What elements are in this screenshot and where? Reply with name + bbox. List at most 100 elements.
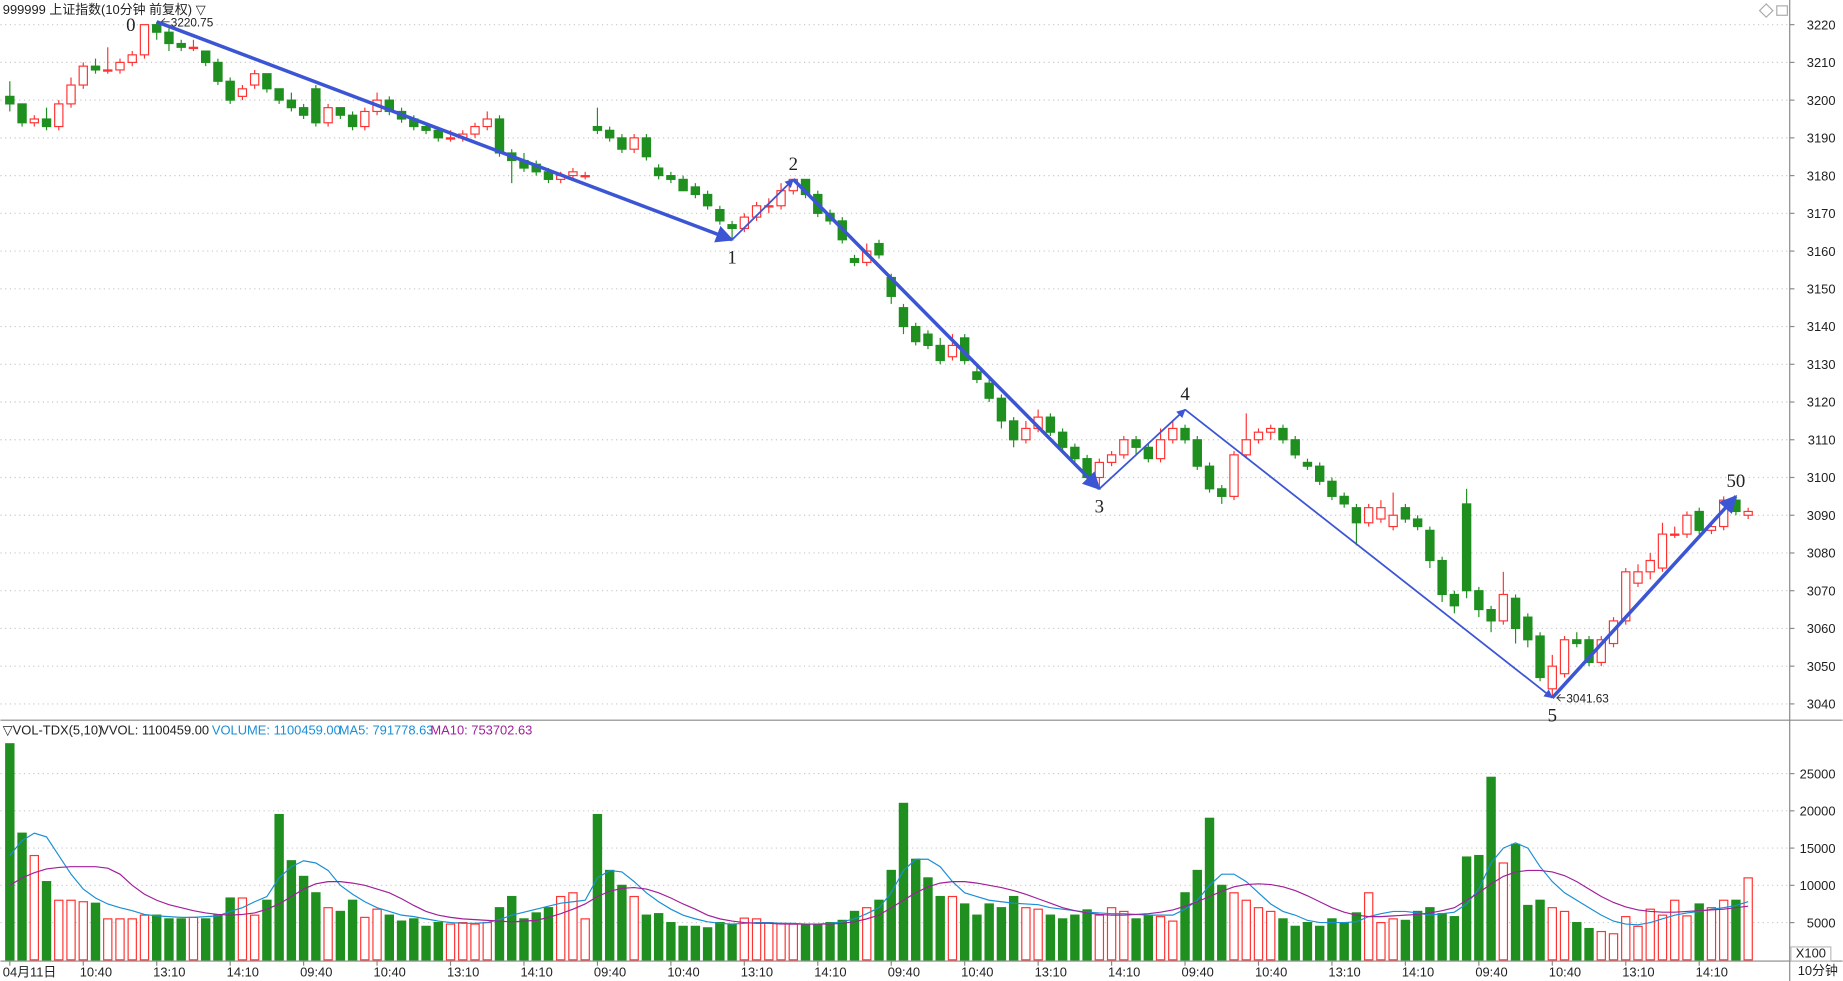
chart-title: 999999 上证指数(10分钟 前复权) ▽ <box>3 2 206 17</box>
volume-bar <box>17 832 27 961</box>
candle-body <box>1694 510 1704 531</box>
y-tick-label: 3150 <box>1807 282 1836 297</box>
volume-bar <box>947 895 958 961</box>
candle-body <box>690 186 701 196</box>
candle-body <box>1633 571 1643 584</box>
volume-bar <box>1621 916 1631 961</box>
y-tick-label: 3100 <box>1807 470 1836 485</box>
x-tick-label: 10:40 <box>374 964 406 979</box>
volume-bar <box>690 925 701 961</box>
candle-body <box>323 107 333 124</box>
volume-bar <box>494 907 505 961</box>
y-tick-label: 3090 <box>1807 508 1836 523</box>
x-tick-label: 14:10 <box>520 964 552 979</box>
candle-body <box>335 107 346 116</box>
volume-bar <box>1094 914 1105 961</box>
volume-bar <box>470 923 480 961</box>
volume-bar <box>666 922 676 961</box>
x-tick-label: 10:40 <box>1549 964 1581 979</box>
candle-body <box>666 175 676 180</box>
volume-bar <box>1351 912 1362 961</box>
volume-bar <box>1327 918 1337 961</box>
y-tick-label: 3210 <box>1807 55 1836 70</box>
volume-bar <box>1645 908 1655 961</box>
candle-body <box>347 114 358 128</box>
candle-body <box>1461 503 1472 592</box>
wave-line <box>1098 408 1186 490</box>
candle-body <box>1266 427 1276 433</box>
volume-bar <box>1229 892 1239 961</box>
candle-body <box>1559 639 1570 675</box>
wave-label: 50 <box>1727 471 1746 492</box>
low-label: 3041.63 <box>1566 692 1609 705</box>
candle-body <box>1682 514 1692 535</box>
x-tick-label: 10:40 <box>667 964 699 979</box>
candle-body <box>66 84 76 105</box>
volume-bar <box>849 910 860 961</box>
candle-body <box>1449 593 1460 607</box>
candle-body <box>1486 608 1496 622</box>
window-icon[interactable] <box>1776 5 1788 16</box>
volume-bar <box>1498 862 1509 961</box>
x-tick-label: 14:10 <box>1696 964 1728 979</box>
volume-bar <box>1486 776 1496 961</box>
candle-body <box>5 95 15 105</box>
candle-body <box>874 242 884 256</box>
volume-bar <box>1070 914 1080 961</box>
volume-bar <box>1731 899 1741 961</box>
volume-bar <box>911 858 921 961</box>
y-tick-label: 20000 <box>1800 804 1836 819</box>
volume-bar <box>1278 918 1288 961</box>
volume-bar <box>298 875 309 961</box>
volume-bar <box>200 918 211 961</box>
wave-label: 2 <box>789 154 798 175</box>
candle-body <box>715 208 725 222</box>
volume-bar <box>1559 910 1570 961</box>
candle-body <box>249 73 260 86</box>
candle-body <box>41 118 52 128</box>
volume-bar <box>1021 907 1031 961</box>
candle-body <box>1155 439 1166 460</box>
ma10-line <box>9 866 1749 925</box>
volume-bar <box>482 922 492 961</box>
volume-bar <box>923 877 933 961</box>
candle-body <box>90 65 101 71</box>
volume-unit: X100 <box>1796 946 1826 961</box>
y-tick-label: 3140 <box>1807 319 1836 334</box>
volume-bar <box>568 892 578 961</box>
volume-bar <box>727 923 737 961</box>
x-tick-label: 10:40 <box>80 964 112 979</box>
vvol-text: VVOL: 1100459.00 <box>100 722 209 737</box>
candle-body <box>996 397 1007 422</box>
volume-bar <box>1339 922 1349 961</box>
volume-bar <box>335 910 346 961</box>
y-tick-label: 3220 <box>1807 17 1836 32</box>
candle-body <box>1180 427 1190 441</box>
volume-bar <box>678 925 688 961</box>
x-tick-label: 14:10 <box>227 964 259 979</box>
volume-bar <box>984 903 994 961</box>
volume-bar <box>959 903 970 961</box>
candle-body <box>911 325 921 343</box>
candle-body <box>1131 439 1141 448</box>
volume-bar <box>1376 922 1386 961</box>
volume-bar <box>176 918 186 961</box>
candle-body <box>470 125 480 135</box>
volume-bar <box>115 918 125 961</box>
volume-bar <box>1008 895 1019 961</box>
volume-bar <box>1192 869 1202 961</box>
wave-line <box>156 20 734 243</box>
candle-body <box>727 224 737 230</box>
candle-body <box>29 118 39 124</box>
candle-body <box>311 88 321 124</box>
candle-body <box>421 125 431 131</box>
volume-bar <box>1363 892 1374 961</box>
window-icon[interactable] <box>1758 3 1774 19</box>
volume-bar <box>409 918 419 961</box>
volume-bar <box>653 913 664 961</box>
wave-label: 3 <box>1095 496 1104 517</box>
candle-body <box>1253 431 1264 441</box>
volume-bar <box>556 895 566 961</box>
volume-bar <box>1706 907 1717 961</box>
